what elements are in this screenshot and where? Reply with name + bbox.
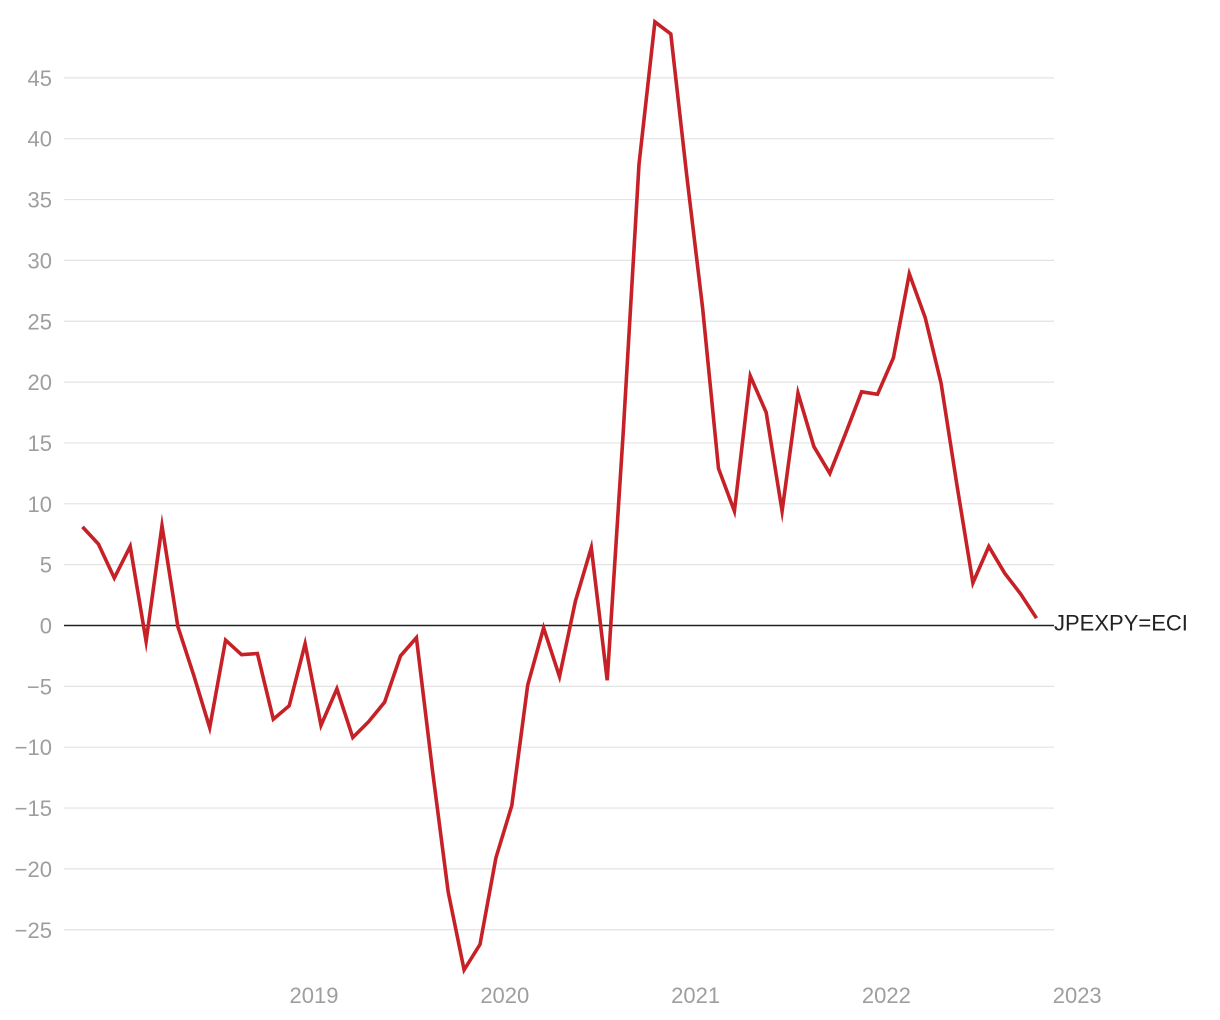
series-lines xyxy=(81,18,1039,975)
y-tick-label: −20 xyxy=(15,857,52,882)
x-tick-label: 2022 xyxy=(862,983,911,1008)
y-tick-label: 40 xyxy=(28,127,52,152)
y-tick-label: −5 xyxy=(27,674,52,699)
y-tick-label: −15 xyxy=(15,796,52,821)
x-axis-tick-labels: 2019 2020 2021 2022 2023 xyxy=(290,983,1102,1008)
y-tick-label: 25 xyxy=(28,309,52,334)
y-tick-label: 0 xyxy=(40,614,52,639)
y-axis-tick-labels: 45 40 35 30 25 20 15 10 5 0 −5 −10 −15 −20 −25 xyxy=(15,66,52,943)
y-tick-label: 45 xyxy=(28,66,52,91)
x-tick-label: 2021 xyxy=(671,983,720,1008)
y-tick-label: 15 xyxy=(28,431,52,456)
y-tick-label: 20 xyxy=(28,370,52,395)
y-tick-label: −10 xyxy=(15,735,52,760)
series-line xyxy=(81,18,1039,975)
y-tick-label: 30 xyxy=(28,248,52,273)
y-tick-label: 10 xyxy=(28,492,52,517)
series-labels: JPEXPY=ECI xyxy=(1054,611,1188,636)
gridlines xyxy=(64,77,1054,931)
y-tick-label: −25 xyxy=(15,918,52,943)
y-tick-label: 35 xyxy=(28,188,52,213)
x-tick-label: 2020 xyxy=(480,983,529,1008)
series-end-label: JPEXPY=ECI xyxy=(1054,611,1188,636)
x-tick-label: 2023 xyxy=(1053,983,1102,1008)
x-tick-label: 2019 xyxy=(290,983,339,1008)
y-tick-label: 5 xyxy=(40,553,52,578)
